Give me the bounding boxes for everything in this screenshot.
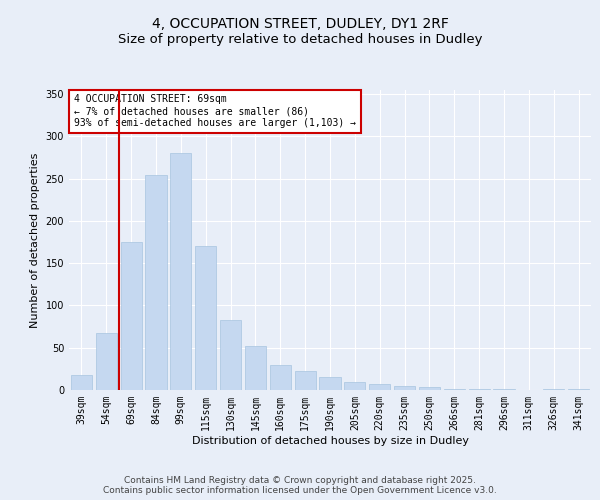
Y-axis label: Number of detached properties: Number of detached properties <box>30 152 40 328</box>
Bar <box>319 378 341 390</box>
Bar <box>444 389 465 390</box>
Bar <box>220 320 241 390</box>
Bar <box>295 372 316 390</box>
Bar <box>145 174 167 390</box>
Bar <box>344 382 365 390</box>
Bar <box>245 346 266 390</box>
Text: 4 OCCUPATION STREET: 69sqm
← 7% of detached houses are smaller (86)
93% of semi-: 4 OCCUPATION STREET: 69sqm ← 7% of detac… <box>74 94 356 128</box>
Bar <box>568 389 589 390</box>
Bar <box>493 389 515 390</box>
Text: 4, OCCUPATION STREET, DUDLEY, DY1 2RF: 4, OCCUPATION STREET, DUDLEY, DY1 2RF <box>152 18 448 32</box>
Bar <box>195 246 216 390</box>
X-axis label: Distribution of detached houses by size in Dudley: Distribution of detached houses by size … <box>191 436 469 446</box>
Bar <box>543 389 564 390</box>
Bar <box>71 375 92 390</box>
Bar <box>170 154 191 390</box>
Bar <box>469 389 490 390</box>
Text: Contains HM Land Registry data © Crown copyright and database right 2025.
Contai: Contains HM Land Registry data © Crown c… <box>103 476 497 495</box>
Bar <box>419 386 440 390</box>
Text: Size of property relative to detached houses in Dudley: Size of property relative to detached ho… <box>118 32 482 46</box>
Bar <box>121 242 142 390</box>
Bar <box>270 364 291 390</box>
Bar <box>369 384 390 390</box>
Bar <box>96 334 117 390</box>
Bar <box>394 386 415 390</box>
